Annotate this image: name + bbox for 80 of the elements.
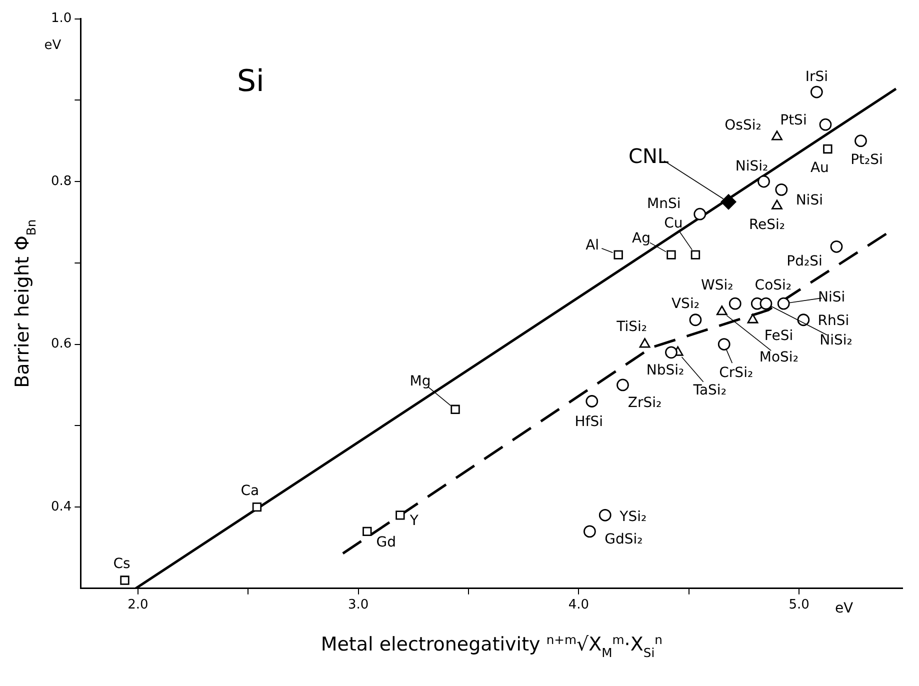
text: eV <box>44 38 62 53</box>
point <box>665 346 678 359</box>
annotation: OsSi₂ <box>724 118 762 134</box>
annotation: Y <box>408 513 419 530</box>
x-tick-label: 3.0 <box>348 598 369 613</box>
annotation: Si <box>236 64 264 99</box>
annotation: IrSi <box>805 68 828 85</box>
annotation: ZrSi₂ <box>628 394 662 411</box>
annotation: PtSi <box>780 112 807 128</box>
annotation: NiSi <box>818 290 846 306</box>
annotation: Al <box>586 238 600 254</box>
annotation: MnSi <box>647 196 681 212</box>
point <box>598 508 612 522</box>
point <box>694 208 706 220</box>
annotation: CNL <box>628 144 670 168</box>
text: eV <box>834 600 854 616</box>
y-tick-label: 0.4 <box>50 499 72 514</box>
point <box>728 297 742 310</box>
point <box>639 338 650 348</box>
annotation: Cu <box>664 216 683 232</box>
x-tick-label: 2.0 <box>128 598 148 613</box>
annotation: HfSi <box>574 414 604 430</box>
annotation: YSi₂ <box>618 509 647 526</box>
x-tick-label: 5.0 <box>788 598 810 613</box>
point <box>716 306 728 316</box>
annotation: TiSi₂ <box>616 319 647 336</box>
point <box>823 144 832 154</box>
annotation: RhSi <box>818 312 850 329</box>
annotation: NiSi₂ <box>735 158 768 174</box>
annotation: TaSi₂ <box>692 382 726 398</box>
annotation: NbSi₂ <box>646 362 684 378</box>
annotation: Au <box>810 160 829 176</box>
point <box>760 297 772 310</box>
point <box>772 130 782 140</box>
point <box>583 525 596 538</box>
point <box>252 502 262 512</box>
point <box>396 510 405 520</box>
point <box>819 118 832 131</box>
point <box>362 526 372 536</box>
point <box>450 404 460 414</box>
point <box>586 395 598 408</box>
point <box>758 175 770 188</box>
annotation: Gd <box>376 534 396 550</box>
annotation: VSi₂ <box>671 296 700 312</box>
point <box>775 183 788 196</box>
annotation: Ca <box>240 482 260 499</box>
annotation: CoSi₂ <box>754 278 792 294</box>
point <box>718 338 730 350</box>
annotation: NiSi₂ <box>820 332 852 348</box>
point <box>616 378 629 392</box>
annotation: FeSi <box>764 328 794 344</box>
annotation: NiSi <box>796 192 823 209</box>
annotation: CrSi₂ <box>719 365 754 382</box>
x-tick-label: 4.0 <box>568 598 590 613</box>
point <box>830 240 843 253</box>
point <box>690 250 700 260</box>
y-axis-title: Barrier height ΦBn <box>12 219 38 388</box>
annotation: MoSi₂ <box>759 350 798 366</box>
point <box>777 297 790 310</box>
annotation: GdSi₂ <box>604 531 643 548</box>
annotation: Pd₂Si <box>786 254 822 270</box>
annotation: Cs <box>113 556 130 572</box>
point <box>797 314 810 326</box>
y-tick-label: 0.6 <box>50 336 72 352</box>
annotation: Mg <box>410 373 431 390</box>
point <box>689 314 702 326</box>
point <box>120 576 130 585</box>
annotation: Ag <box>632 230 650 247</box>
point <box>720 194 736 210</box>
y-tick-label: 0.8 <box>50 174 72 189</box>
annotation: WSi₂ <box>701 278 734 294</box>
annotation: Pt₂Si <box>850 152 883 168</box>
point <box>854 134 867 148</box>
point <box>810 86 823 98</box>
point <box>747 314 758 324</box>
point <box>772 200 782 210</box>
point <box>614 250 623 260</box>
point <box>666 250 676 260</box>
annotation: ReSi₂ <box>748 216 786 233</box>
y-tick-label: 1.0 <box>50 11 72 26</box>
